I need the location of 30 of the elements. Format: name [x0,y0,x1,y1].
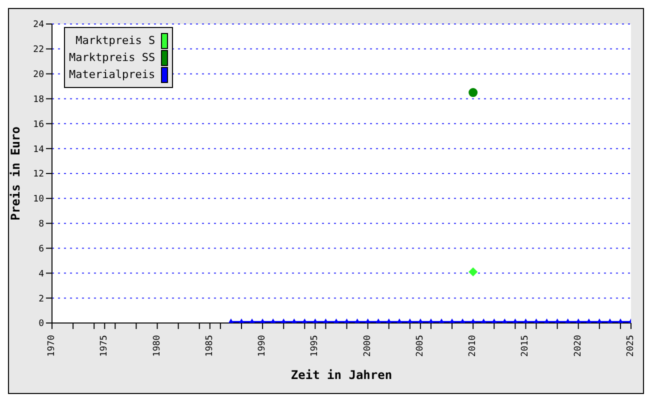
y-tick-label: 8 [38,220,44,230]
y-tick-label: 0 [38,319,44,330]
x-tick-label: 2000 [362,335,373,357]
x-tick-label: 2010 [468,335,478,357]
x-tick-label: 1970 [47,335,57,357]
x-tick-label: 2025 [626,335,636,357]
y-tick-label: 20 [33,70,44,80]
x-tick-label: 1990 [258,335,268,357]
y-tick-label: 12 [33,170,44,180]
y-tick-label: 16 [33,120,44,130]
legend-label: Marktpreis S [76,34,156,47]
x-axis-title: Zeit in Jahren [290,368,392,382]
x-tick-label: 2020 [573,335,584,357]
y-tick-label: 22 [33,45,44,56]
y-tick-label: 14 [33,144,44,155]
x-tick-label: 1975 [100,335,110,357]
x-tick-label: 1985 [204,335,215,357]
y-tick-label: 4 [38,269,44,280]
y-tick-label: 10 [33,194,44,205]
y-tick-label: 24 [33,20,44,30]
legend-label: Materialpreis [69,68,156,81]
x-tick-label: 1995 [310,335,320,357]
y-tick-label: 6 [38,244,44,254]
x-tick-label: 1980 [152,335,162,357]
legend-label: Marktpreis SS [69,51,156,64]
y-tick-label: 18 [33,94,44,105]
y-axis-title: Preis in Euro [8,126,22,220]
y-tick-label: 2 [38,294,44,304]
x-tick-label: 2015 [520,335,531,357]
x-tick-label: 2005 [415,335,426,357]
